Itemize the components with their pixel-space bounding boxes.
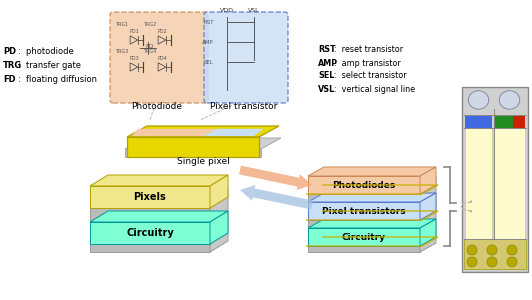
Polygon shape — [210, 187, 228, 252]
Polygon shape — [90, 211, 228, 222]
Text: VDD: VDD — [220, 8, 234, 13]
Text: TRG: TRG — [3, 61, 22, 70]
Polygon shape — [308, 219, 436, 228]
Text: :  reset transistor: : reset transistor — [334, 46, 403, 55]
Text: Single pixel: Single pixel — [177, 157, 229, 166]
Text: PD1: PD1 — [129, 29, 139, 34]
Text: FD: FD — [146, 44, 154, 49]
Polygon shape — [308, 177, 436, 186]
Polygon shape — [90, 198, 210, 252]
Text: Pixels: Pixels — [134, 192, 167, 202]
Text: Circuitry: Circuitry — [126, 228, 174, 238]
Circle shape — [487, 257, 497, 267]
Circle shape — [467, 257, 477, 267]
Polygon shape — [420, 219, 436, 246]
Text: TRG4: TRG4 — [144, 49, 156, 54]
Polygon shape — [308, 176, 420, 194]
Polygon shape — [308, 167, 436, 176]
Polygon shape — [125, 149, 261, 157]
Text: Circuitry: Circuitry — [342, 232, 386, 242]
FancyBboxPatch shape — [204, 12, 288, 103]
Text: FD: FD — [3, 76, 15, 85]
Polygon shape — [308, 186, 420, 252]
Polygon shape — [420, 167, 436, 194]
Polygon shape — [420, 177, 436, 252]
Text: PD: PD — [3, 47, 16, 56]
Circle shape — [487, 245, 497, 255]
Polygon shape — [460, 200, 472, 213]
Text: :  transfer gate: : transfer gate — [18, 61, 81, 70]
Polygon shape — [494, 115, 513, 128]
Text: Pixel transistor: Pixel transistor — [210, 102, 278, 111]
Polygon shape — [210, 175, 228, 208]
Polygon shape — [465, 115, 492, 128]
Polygon shape — [90, 186, 210, 208]
Polygon shape — [308, 193, 436, 202]
Circle shape — [507, 245, 517, 255]
Circle shape — [507, 257, 517, 267]
Polygon shape — [125, 138, 281, 149]
Text: PD2: PD2 — [157, 29, 167, 34]
Text: PD4: PD4 — [157, 56, 167, 61]
Text: SEL: SEL — [204, 59, 214, 64]
Text: Photodiode: Photodiode — [131, 102, 182, 111]
Text: PD3: PD3 — [129, 56, 139, 61]
Polygon shape — [494, 128, 525, 239]
Text: TRG2: TRG2 — [144, 22, 156, 27]
Text: :  photodiode: : photodiode — [18, 47, 74, 56]
Text: SEL: SEL — [318, 71, 335, 80]
Polygon shape — [239, 166, 312, 190]
Text: Pixel transistors: Pixel transistors — [322, 206, 406, 215]
Text: AMP: AMP — [318, 58, 338, 68]
Text: TRG3: TRG3 — [115, 49, 129, 54]
Text: RST: RST — [204, 20, 214, 25]
Circle shape — [467, 245, 477, 255]
Text: :  select transistor: : select transistor — [334, 71, 406, 80]
Text: TRG1: TRG1 — [115, 22, 129, 27]
Polygon shape — [465, 128, 492, 239]
Ellipse shape — [500, 91, 520, 109]
Text: AMP: AMP — [202, 40, 214, 44]
Polygon shape — [127, 137, 259, 157]
Polygon shape — [420, 193, 436, 220]
Text: :  floating diffusion: : floating diffusion — [18, 76, 97, 85]
Polygon shape — [204, 129, 264, 136]
Polygon shape — [462, 87, 528, 272]
Polygon shape — [132, 129, 217, 136]
Text: :  vertical signal line: : vertical signal line — [334, 85, 415, 94]
Text: VSL: VSL — [318, 85, 335, 94]
Polygon shape — [90, 187, 228, 198]
Polygon shape — [127, 126, 279, 137]
Polygon shape — [464, 239, 526, 269]
Polygon shape — [90, 175, 228, 186]
Polygon shape — [513, 115, 525, 128]
Polygon shape — [210, 211, 228, 244]
Polygon shape — [308, 202, 420, 220]
FancyBboxPatch shape — [110, 12, 208, 103]
Text: RST: RST — [318, 46, 336, 55]
Polygon shape — [240, 185, 313, 209]
Polygon shape — [308, 228, 420, 246]
Text: Photodiodes: Photodiodes — [332, 181, 396, 190]
Polygon shape — [90, 222, 210, 244]
Text: :  amp transistor: : amp transistor — [334, 58, 401, 68]
Ellipse shape — [468, 91, 489, 109]
Text: VSL: VSL — [248, 8, 260, 13]
